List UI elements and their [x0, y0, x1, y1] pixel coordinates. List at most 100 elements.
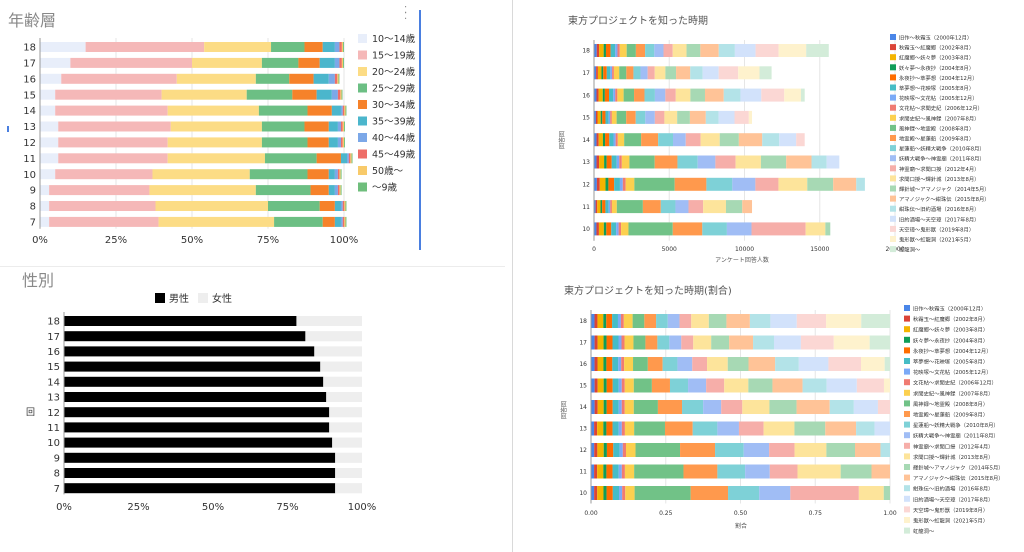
ratio-bar-segment	[621, 357, 625, 371]
ratio-chart: 東方プロジェクトを知った時期(割合) 回答回 割合 18 17 16 15 14 13 12…	[560, 284, 1004, 535]
ratio-x-tick-label: 0.25	[659, 510, 673, 517]
ratio-y-axis-label: 回答回	[560, 401, 568, 419]
period-bar-segment	[719, 133, 739, 147]
age-bar-segment	[298, 57, 320, 68]
period-bar-segment	[596, 88, 599, 102]
age-bar-segment	[319, 201, 335, 211]
period-legend-swatch	[890, 94, 896, 101]
age-bar-segment	[340, 89, 342, 100]
ratio-bar-segment	[597, 400, 604, 414]
gender-category-label: 10	[47, 438, 60, 449]
ratio-x-tick-label: 0.50	[734, 510, 748, 517]
resize-handle[interactable]	[7, 126, 9, 132]
period-bar-segment	[617, 88, 624, 102]
ratio-bar-segment	[728, 486, 760, 500]
ratio-bar-segment	[833, 335, 870, 350]
age-bar-segment	[337, 185, 340, 196]
ratio-bar-segment	[606, 400, 613, 414]
period-bar-segment	[734, 44, 756, 57]
period-bar-segment	[635, 44, 646, 57]
ratio-legend-swatch	[904, 336, 910, 343]
ratio-bar-segment	[825, 421, 857, 436]
period-legend-label: 旧作〜秋霜玉（2000年12月）	[899, 34, 972, 42]
ratio-bar-segment	[620, 314, 624, 328]
age-bar-segment	[40, 73, 62, 84]
age-bar-segment	[328, 137, 338, 148]
age-bar-segment	[61, 73, 177, 84]
ratio-bar-segment	[860, 357, 885, 371]
gender-y-axis-label: 回	[26, 407, 35, 418]
ratio-legend-swatch	[904, 495, 910, 502]
period-bar-segment	[619, 155, 622, 169]
age-bar-segment	[343, 42, 344, 52]
ratio-bar-segment	[717, 464, 746, 479]
period-bar-segment	[594, 222, 597, 236]
age-bar-segment	[316, 153, 341, 164]
age-category-label: 18	[23, 43, 36, 54]
period-bar-segment	[625, 177, 635, 191]
age-bar-segment	[176, 73, 256, 84]
period-bar-segment	[602, 200, 606, 214]
period-legend-label: 地霊殿〜星蓮船（2009年8月）	[899, 135, 974, 143]
ratio-bar-segment	[625, 486, 635, 500]
ratio-bar-segment	[603, 421, 607, 436]
age-legend-label: 15〜19歳	[372, 50, 416, 62]
ratio-bar-segment	[625, 443, 636, 457]
period-bar-segment	[617, 44, 620, 57]
gender-bar-segment	[64, 468, 336, 478]
ratio-bar-segment	[692, 357, 708, 371]
period-bar-segment	[688, 200, 704, 214]
ratio-bar-segment	[724, 378, 749, 393]
ratio-bar-segment	[717, 421, 739, 436]
period-bar-segment	[633, 66, 641, 80]
ratio-bar-segment	[677, 357, 693, 371]
age-legend-swatch	[358, 116, 367, 126]
age-bar-segment	[55, 89, 162, 100]
ratio-bar-segment	[874, 421, 890, 436]
period-bar-segment	[718, 110, 735, 124]
age-x-tick-label: 0%	[32, 235, 48, 246]
ratio-legend-label: 永夜抄〜萃夢想（2004年12月）	[913, 347, 992, 355]
gender-bar-segment	[326, 392, 362, 402]
ratio-legend-label: 求聞口授〜輝針城（2013年8月）	[913, 453, 993, 461]
period-bar-segment	[675, 88, 691, 102]
ratio-bar-segment	[826, 314, 862, 328]
age-category-label: 14	[23, 106, 36, 117]
gender-x-tick-label: 100%	[348, 502, 377, 513]
period-legend-swatch	[890, 44, 896, 51]
age-x-tick-label: 25%	[105, 235, 127, 246]
ratio-legend-swatch	[904, 368, 910, 375]
period-legend-swatch	[890, 225, 896, 232]
age-legend-label: 30〜34歳	[372, 99, 416, 111]
ratio-bar-segment	[856, 421, 875, 436]
period-bar-segment	[806, 44, 829, 57]
ratio-legend-label: 神霊廟〜求聞口授（2012年4月）	[913, 442, 993, 450]
period-bar-segment	[598, 222, 604, 236]
ratio-bar-segment	[597, 486, 604, 500]
ratio-bar-segment	[798, 357, 829, 371]
period-bar-segment	[833, 177, 857, 191]
ratio-legend-swatch	[904, 421, 910, 428]
period-bar-segment	[675, 200, 689, 214]
ratio-bar-segment	[634, 464, 684, 479]
ratio-bar-segment	[591, 335, 595, 350]
age-bar-segment	[255, 73, 290, 84]
period-legend-swatch	[890, 155, 896, 162]
period-bar-segment	[594, 155, 597, 169]
ratio-bar-segment	[612, 335, 619, 350]
ratio-bar-segment	[622, 443, 626, 457]
period-bar-segment	[594, 110, 596, 124]
move-handle-icon[interactable]: ⁚ ⁚	[404, 5, 408, 22]
period-bar-segment	[706, 177, 733, 191]
age-bar-segment	[344, 137, 345, 148]
selection-border[interactable]	[419, 10, 421, 250]
ratio-bar-segment	[597, 357, 604, 371]
ratio-bar-segment	[603, 357, 607, 371]
panel-divider-horizontal	[0, 266, 505, 267]
age-bar-segment	[350, 153, 352, 164]
ratio-bar-segment	[749, 314, 771, 328]
period-bar-segment	[596, 133, 599, 147]
period-bar-segment	[689, 110, 706, 124]
period-bar-segment	[599, 177, 606, 191]
ratio-bar-segment	[644, 314, 657, 328]
